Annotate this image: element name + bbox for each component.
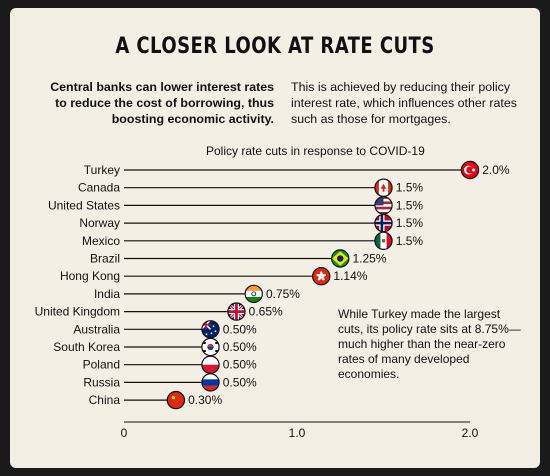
category-label: Brazil [90,252,120,266]
value-label: 0.50% [223,375,257,389]
x-tick-label: 0 [121,426,128,440]
category-label: Russia [83,375,120,389]
category-label: India [94,287,120,301]
flag-head-outline [227,302,246,321]
value-label: 1.5% [396,198,424,212]
china-flag-icon [167,391,185,409]
category-label: United States [48,198,120,212]
flag-head-outline [201,373,220,392]
value-label: 1.5% [396,216,424,230]
category-label: Turkey [84,163,120,177]
infographic-title: A CLOSER LOOK AT RATE CUTS [115,34,435,59]
flag-head-outline [312,267,331,286]
category-label: United Kingdom [35,305,120,319]
lollipop-chart: 0 1.0 2.0 Turkey 2.0% Canada 1.5% United States… [35,160,510,440]
canada-flag-icon [374,179,393,197]
flag-head-outline [331,249,350,268]
flag-head-outline [374,231,393,250]
flag-head-outline [244,284,263,304]
intro-left-text: Central banks can lower interest rates t… [50,80,274,126]
category-label: Poland [83,358,120,372]
category-label: China [89,393,121,407]
value-label: 1.5% [396,181,424,195]
value-label: 2.0% [482,163,510,177]
turkey-flag-icon [461,161,479,179]
value-label: 0.50% [223,340,257,354]
x-tick-label: 1.0 [289,426,306,440]
category-label: Mexico [82,234,120,248]
category-label: Canada [78,181,120,195]
hong-kong-flag-icon [312,267,330,285]
value-label: 1.5% [396,234,424,248]
mexico-flag-icon [374,232,393,250]
value-label: 0.30% [188,393,222,407]
value-label: 1.25% [352,252,386,266]
chart-title: Policy rate cuts in response to COVID-19 [206,144,425,158]
brazil-flag-icon [331,249,349,268]
chart-annotation: While Turkey made the largest cuts, its … [338,307,521,381]
infographic-card: A CLOSER LOOK AT RATE CUTS Central banks… [10,8,540,468]
value-label: 1.14% [333,269,367,283]
australia-flag-icon [201,320,220,338]
value-label: 0.75% [266,287,300,301]
intro-right-text: This is achieved by reducing their polic… [291,80,517,126]
poland-flag-icon [201,356,220,374]
value-label: 0.50% [223,322,257,336]
category-label: Australia [73,322,120,336]
norway-flag-icon [374,214,393,232]
category-label: Hong Kong [60,269,120,283]
value-label: 0.65% [249,305,283,319]
flag-head-outline [460,160,480,180]
category-label: South Korea [53,340,120,354]
russia-flag-icon [201,373,220,391]
united-states-flag-icon [374,196,393,214]
south-korea-flag-icon [201,338,220,356]
x-tick-label: 2.0 [462,426,479,440]
value-label: 0.50% [223,358,257,372]
category-label: Norway [79,216,120,230]
flag-head-outline [166,390,186,410]
india-flag-icon [245,285,263,303]
